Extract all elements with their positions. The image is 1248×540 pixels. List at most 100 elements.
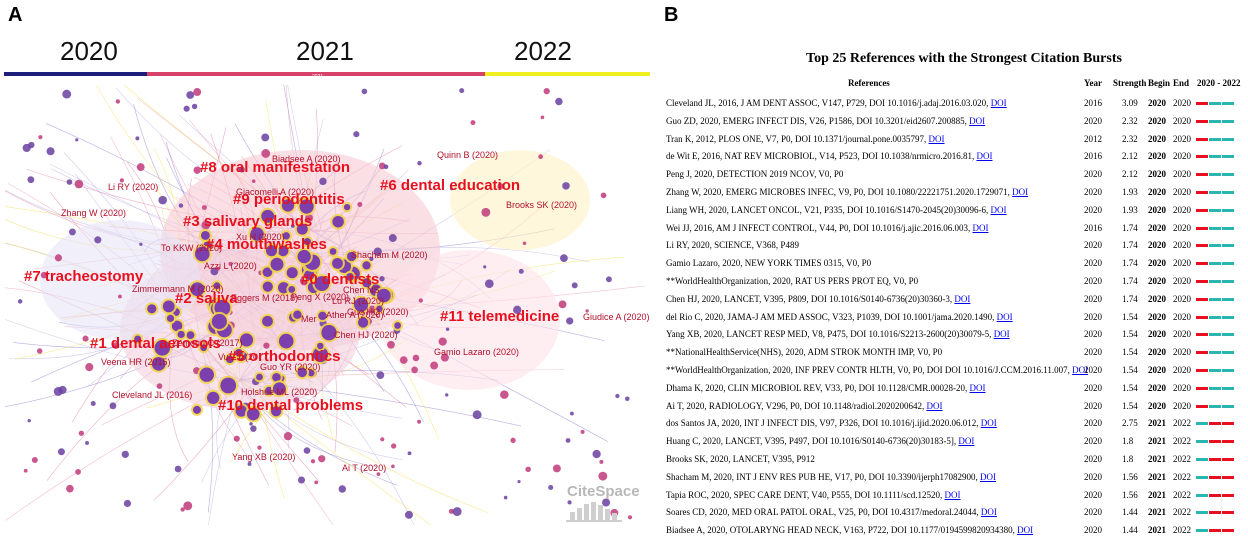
cluster-halo — [380, 250, 560, 390]
node-labels: Biadsee A (2020) Quinn B (2020) Li RY (202… — [61, 150, 650, 473]
reference-text: Chen HJ, 2020, LANCET, V395, P809, DOI 1… — [666, 293, 953, 304]
doi-link[interactable]: DOI — [990, 204, 1007, 215]
header-end: End — [1173, 78, 1190, 88]
network-node — [314, 480, 319, 485]
doi-link[interactable]: DOI — [976, 151, 993, 162]
node-label: Holshue ML (2020) — [241, 387, 317, 397]
cluster-label: #11 telemedicine — [440, 308, 559, 325]
network-node — [261, 209, 275, 223]
end-cell: 2020 — [1173, 98, 1191, 108]
network-node — [174, 465, 182, 473]
table-row: Biadsee A, 2020, OTOLARYNG HEAD NECK, V1… — [0, 522, 1248, 540]
network-node — [329, 248, 337, 255]
burst-segment — [1196, 119, 1208, 123]
doi-link[interactable]: DOI — [969, 115, 986, 126]
cocitation-network: Biadsee A (2020) Quinn B (2020) Li RY (202… — [4, 84, 650, 526]
node-label: Giacomelli A (2020) — [236, 187, 314, 197]
table-row: **WorldHealthOrganization, 2020, RAT US … — [0, 273, 1248, 291]
network-node — [390, 443, 397, 449]
cluster-label: #8 oral manifestation — [200, 159, 350, 176]
timeline-segment — [1222, 244, 1234, 248]
timeline-segment — [1196, 422, 1208, 426]
doi-link[interactable]: DOI — [954, 293, 971, 304]
network-node — [66, 484, 74, 493]
network-node — [74, 179, 84, 189]
network-node — [270, 406, 282, 417]
reference-text: Tapia ROC, 2020, SPEC CARE DENT, V40, P5… — [666, 489, 943, 500]
network-node — [562, 182, 570, 190]
burst-segment — [1196, 102, 1208, 105]
network-node — [445, 327, 450, 331]
doi-link[interactable]: DOI — [990, 98, 1007, 108]
burst-segment — [1196, 369, 1208, 372]
table-row: **NationalHealthService(NHS), 2020, ADM … — [0, 344, 1248, 362]
doi-link[interactable]: DOI — [1072, 365, 1089, 375]
network-node — [379, 276, 385, 282]
network-node — [615, 393, 620, 399]
doi-link[interactable]: DOI — [996, 311, 1013, 322]
network-node — [200, 344, 208, 352]
doi-link[interactable]: DOI — [958, 436, 975, 447]
network-node — [394, 322, 401, 329]
header-timeline: 2020 - 2022 — [1197, 78, 1241, 88]
network-node — [318, 311, 327, 321]
network-node — [282, 232, 290, 240]
reference-text: **WorldHealthOrganization, 2020, RAT US … — [666, 276, 919, 286]
network-node — [115, 99, 121, 104]
burst-segment — [1222, 440, 1234, 444]
network-node — [310, 459, 316, 464]
network-node — [211, 313, 227, 329]
header-references: References — [848, 78, 890, 88]
doi-link[interactable]: DOI — [926, 400, 943, 411]
timeline-segment — [1222, 137, 1234, 141]
doi-link[interactable]: DOI — [980, 471, 997, 482]
doi-link[interactable]: DOI — [980, 418, 997, 429]
cluster-halos — [40, 150, 590, 410]
burst-segment — [1222, 493, 1234, 497]
doi-link[interactable]: DOI — [1012, 187, 1029, 197]
doi-link[interactable]: DOI — [993, 329, 1010, 340]
network-node — [321, 325, 337, 341]
timeline-segment — [1222, 208, 1234, 212]
end-cell: 2020 — [1173, 115, 1191, 126]
reference-text: de Wit E, 2016, NAT REV MICROBIOL, V14, … — [666, 151, 975, 162]
begin-cell: 2020 — [1148, 151, 1166, 162]
network-node — [297, 249, 311, 264]
doi-link[interactable]: DOI — [980, 507, 997, 518]
reference-text: Cleveland JL, 2016, J AM DENT ASSOC, V14… — [666, 98, 989, 108]
network-node — [317, 342, 324, 350]
timeline-segment — [1222, 119, 1234, 123]
network-node — [216, 266, 221, 271]
burst-timeline — [1196, 262, 1236, 266]
burst-timeline — [1196, 493, 1236, 497]
node-label: Lu RJ (2020) — [332, 296, 384, 306]
doi-link[interactable]: DOI — [928, 133, 945, 144]
timeline-segment — [1196, 458, 1208, 461]
end-cell: 2020 — [1173, 329, 1191, 340]
burst-segment — [1196, 351, 1208, 355]
network-node — [388, 234, 397, 243]
burst-timeline — [1196, 369, 1236, 372]
year-label: 2022 — [514, 36, 572, 66]
reference-text: Tran K, 2012, PLOS ONE, V7, P0, DOI 10.1… — [666, 133, 927, 144]
network-node — [135, 136, 140, 141]
node-label: Chen HJ (2020) — [334, 330, 398, 340]
network-node — [449, 187, 453, 191]
burst-segment — [1209, 529, 1221, 533]
network-node — [257, 445, 262, 450]
burst-segment — [1196, 262, 1208, 266]
doi-link[interactable]: DOI — [969, 382, 986, 393]
end-cell: 2022 — [1173, 507, 1191, 518]
timeline-segment — [1222, 369, 1234, 372]
doi-link[interactable]: DOI — [972, 222, 989, 233]
network-node — [418, 298, 423, 303]
network-node — [186, 331, 195, 340]
timeline-segment — [1209, 191, 1221, 194]
reference-cell: Biadsee A, 2020, OTOLARYNG HEAD NECK, V1… — [666, 525, 1033, 535]
doi-link[interactable]: DOI — [944, 489, 961, 500]
doi-link[interactable]: DOI — [1017, 525, 1034, 536]
network-node — [46, 147, 55, 156]
network-node — [510, 437, 516, 443]
timeline-segment — [1196, 493, 1208, 497]
node-label: Gamio Lazaro (2020) — [434, 347, 519, 357]
